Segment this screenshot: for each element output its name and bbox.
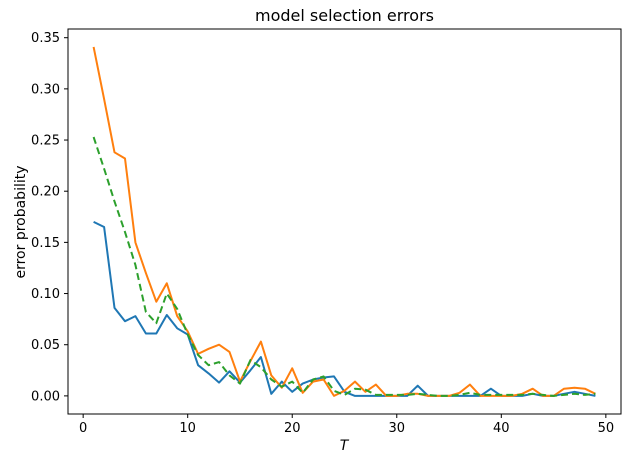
- y-tick-label: 0.05: [31, 338, 60, 353]
- chart-title: model selection errors: [255, 6, 434, 25]
- x-tick-label: 0: [79, 421, 87, 436]
- series-line-blue-solid: [93, 221, 596, 397]
- y-tick-label: 0.15: [31, 236, 60, 251]
- x-tick-label: 50: [598, 421, 615, 436]
- series-line-orange-solid: [92, 46, 596, 397]
- axes-frame: [67, 28, 622, 415]
- x-tick-label: 30: [388, 421, 405, 436]
- x-tick-label: 40: [493, 421, 510, 436]
- y-tick-label: 0.30: [31, 82, 60, 97]
- x-tick-label: 10: [179, 421, 196, 436]
- x-axis-label: T: [339, 438, 349, 454]
- y-tick-label: 0.25: [31, 134, 60, 149]
- y-tick-label: 0.35: [31, 31, 60, 46]
- y-tick-label: 0.00: [31, 389, 60, 404]
- x-tick-label: 20: [284, 421, 301, 436]
- y-tick-label: 0.10: [31, 287, 60, 302]
- y-tick-label: 0.20: [31, 185, 60, 200]
- series-line-green-dashed: [92, 136, 596, 397]
